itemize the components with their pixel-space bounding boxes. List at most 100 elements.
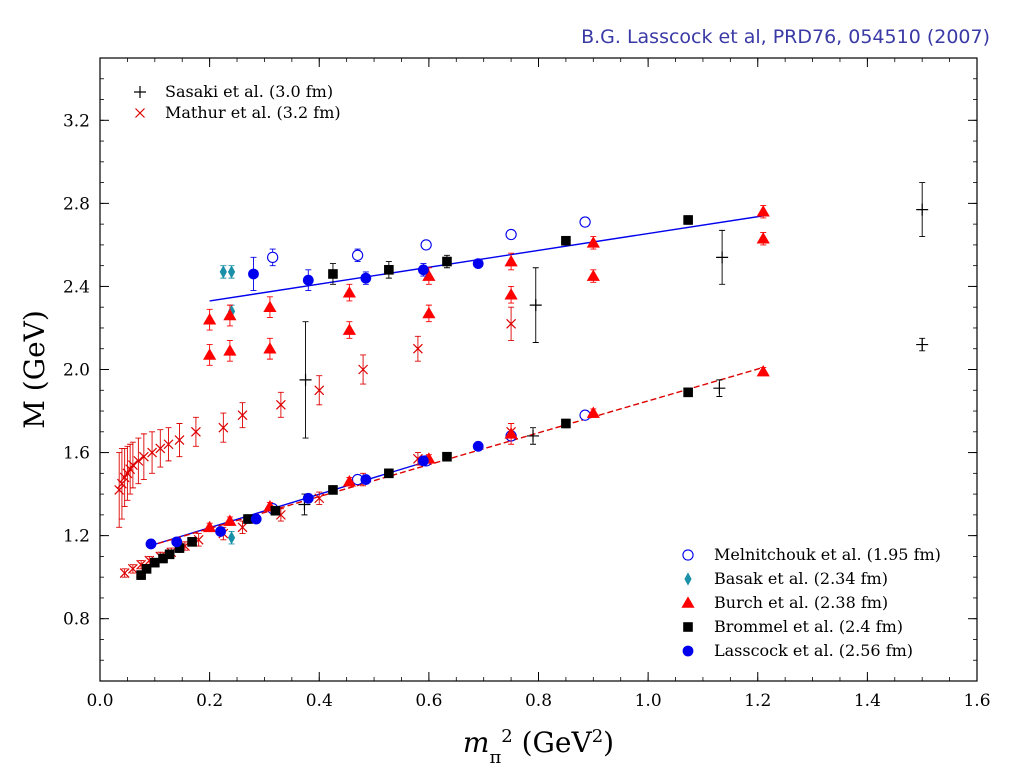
data-point bbox=[227, 531, 236, 545]
data-point bbox=[223, 308, 237, 321]
legend-label: Brommel et al. (2.4 fm) bbox=[714, 617, 903, 636]
data-point bbox=[756, 232, 770, 244]
series-0 bbox=[298, 182, 929, 516]
x-tick-label: 1.6 bbox=[963, 691, 990, 711]
y-tick-label: 2.4 bbox=[63, 277, 90, 297]
legend-label: Burch et al. (2.38 fm) bbox=[714, 593, 888, 612]
data-point bbox=[328, 485, 338, 495]
y-tick-label: 1.6 bbox=[63, 444, 90, 464]
data-point bbox=[158, 553, 168, 564]
data-point bbox=[342, 286, 356, 298]
data-point bbox=[314, 385, 325, 396]
data-point bbox=[237, 410, 248, 421]
x-axis-label: mπ2 (GeV2) bbox=[463, 726, 614, 768]
data-point bbox=[579, 216, 591, 228]
data-point bbox=[561, 235, 571, 246]
data-point bbox=[136, 570, 146, 580]
data-point bbox=[190, 426, 201, 437]
legend-marker bbox=[682, 645, 694, 657]
data-point bbox=[420, 239, 432, 251]
data-point bbox=[267, 251, 279, 264]
data-point bbox=[127, 460, 138, 470]
data-point bbox=[360, 272, 372, 284]
data-point bbox=[133, 455, 144, 466]
data-point bbox=[174, 543, 185, 553]
data-point bbox=[270, 505, 281, 516]
data-point bbox=[472, 258, 484, 269]
data-point bbox=[422, 306, 436, 319]
data-point bbox=[916, 203, 929, 216]
fit-line-0 bbox=[209, 215, 764, 302]
x-tick-label: 0.6 bbox=[415, 691, 442, 711]
data-point bbox=[138, 451, 149, 462]
data-point bbox=[164, 549, 175, 560]
data-point bbox=[713, 382, 726, 395]
data-point bbox=[683, 387, 693, 398]
data-point bbox=[561, 418, 571, 429]
data-point bbox=[237, 522, 248, 533]
data-point bbox=[412, 343, 423, 354]
y-tick-label: 2.8 bbox=[63, 194, 90, 214]
data-point bbox=[171, 536, 183, 548]
legend-marker bbox=[135, 108, 145, 118]
data-point bbox=[141, 564, 152, 574]
x-tick-label: 0.4 bbox=[306, 691, 333, 711]
data-point bbox=[174, 435, 185, 446]
data-point bbox=[150, 557, 160, 568]
data-point bbox=[127, 563, 138, 574]
data-point bbox=[328, 269, 338, 279]
data-point bbox=[384, 265, 394, 275]
y-tick-label: 1.2 bbox=[63, 527, 90, 547]
data-point bbox=[203, 520, 217, 533]
data-point bbox=[586, 406, 600, 418]
series-6 bbox=[145, 256, 484, 550]
data-points bbox=[114, 182, 929, 580]
data-point bbox=[527, 429, 540, 442]
data-point bbox=[442, 256, 452, 267]
y-tick-label: 0.8 bbox=[63, 610, 90, 630]
data-point bbox=[529, 299, 542, 312]
citation-text: B.G. Lasscock et al, PRD76, 054510 (2007… bbox=[581, 26, 990, 48]
legend-label: Sasaki et al. (3.0 fm) bbox=[165, 82, 333, 101]
series-4 bbox=[203, 204, 770, 533]
x-tick-label: 1.0 bbox=[635, 691, 662, 711]
y-axis-label: M (GeV) bbox=[18, 310, 51, 429]
data-point bbox=[155, 443, 166, 454]
x-tick-label: 1.4 bbox=[854, 691, 881, 711]
data-point bbox=[586, 269, 600, 281]
data-point bbox=[586, 236, 600, 248]
data-point bbox=[275, 399, 286, 410]
x-tick-label: 0.2 bbox=[196, 691, 223, 711]
legend-marker bbox=[684, 572, 692, 586]
data-point bbox=[302, 492, 314, 504]
data-point bbox=[219, 265, 227, 279]
y-tick-label: 3.2 bbox=[63, 111, 90, 131]
x-tick-label: 1.2 bbox=[744, 691, 771, 711]
data-point bbox=[203, 313, 217, 325]
data-point bbox=[250, 513, 262, 525]
data-point bbox=[299, 373, 312, 386]
data-point bbox=[163, 439, 174, 450]
data-point bbox=[916, 338, 929, 351]
data-point bbox=[756, 364, 770, 377]
data-point bbox=[417, 455, 429, 467]
legend-label: Mathur et al. (3.2 fm) bbox=[165, 103, 341, 122]
data-point bbox=[504, 254, 518, 267]
data-point bbox=[504, 288, 518, 300]
data-point bbox=[342, 475, 356, 487]
legend-marker bbox=[681, 596, 695, 608]
series-1 bbox=[114, 306, 517, 578]
data-point bbox=[756, 205, 770, 217]
data-point bbox=[223, 514, 237, 526]
legend-label: Basak et al. (2.34 fm) bbox=[714, 569, 888, 588]
y-tick-label: 2.0 bbox=[63, 361, 90, 381]
legend-bottom-right: Melnitchouk et al. (1.95 fm) Basak et al.… bbox=[681, 545, 941, 660]
legend-label: Lasscock et al. (2.56 fm) bbox=[714, 641, 913, 660]
x-tick-label: 0.8 bbox=[525, 691, 552, 711]
data-point bbox=[243, 514, 253, 524]
data-point bbox=[203, 348, 217, 360]
data-point bbox=[218, 422, 229, 433]
data-point bbox=[442, 451, 452, 462]
